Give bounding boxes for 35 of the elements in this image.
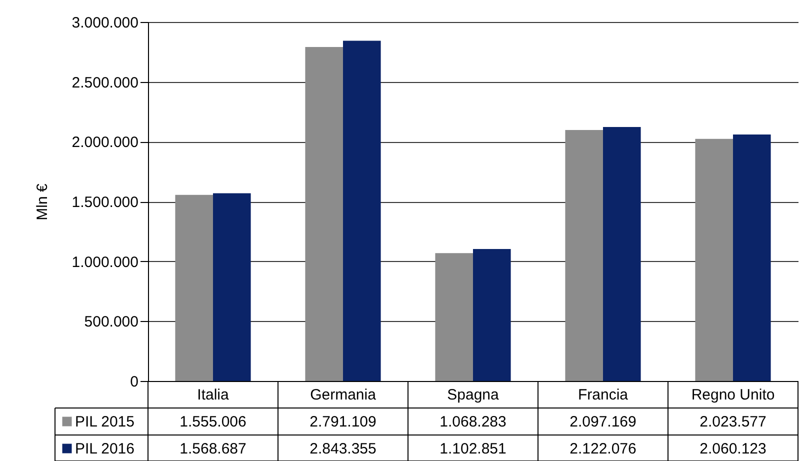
data-label: 1.555.006	[180, 414, 246, 430]
x-tick-label: Regno Unito	[691, 386, 775, 404]
bar	[305, 46, 343, 381]
bar	[733, 134, 771, 381]
bar	[695, 138, 733, 381]
bar	[565, 130, 603, 381]
data-label: 2.791.109	[310, 414, 376, 430]
data-label: 2.843.355	[310, 440, 376, 458]
data-label: 1.102.851	[440, 440, 506, 458]
bar	[343, 40, 381, 381]
data-label: 1.068.283	[440, 414, 506, 430]
bar	[435, 253, 473, 381]
data-label: 2.097.169	[570, 414, 636, 430]
y-tick-label: 2.500.000	[72, 74, 138, 92]
data-label: 2.122.076	[570, 440, 636, 458]
bar	[473, 249, 511, 381]
legend-label: PIL 2016	[75, 440, 134, 458]
data-label: 2.023.577	[700, 414, 766, 430]
y-tick-label: 0	[130, 374, 138, 390]
bar	[213, 193, 251, 381]
data-label: 1.568.687	[180, 440, 246, 458]
bar	[603, 127, 641, 381]
y-tick-label: 1.500.000	[72, 194, 138, 211]
legend-label: PIL 2015	[75, 414, 134, 430]
data-label: 2.060.123	[700, 440, 766, 458]
x-tick-label: Germania	[310, 386, 377, 404]
y-tick-label: 1.000.000	[72, 254, 138, 271]
y-axis-title: Mln €	[34, 183, 51, 220]
bar	[175, 194, 213, 381]
y-tick-label: 500.000	[84, 314, 138, 331]
x-tick-label: Spagna	[447, 386, 500, 404]
x-tick-label: Italia	[197, 386, 230, 404]
y-tick-label: 2.000.000	[72, 134, 138, 152]
y-tick-label: 3.000.000	[72, 14, 138, 32]
x-tick-label: Francia	[578, 386, 629, 404]
